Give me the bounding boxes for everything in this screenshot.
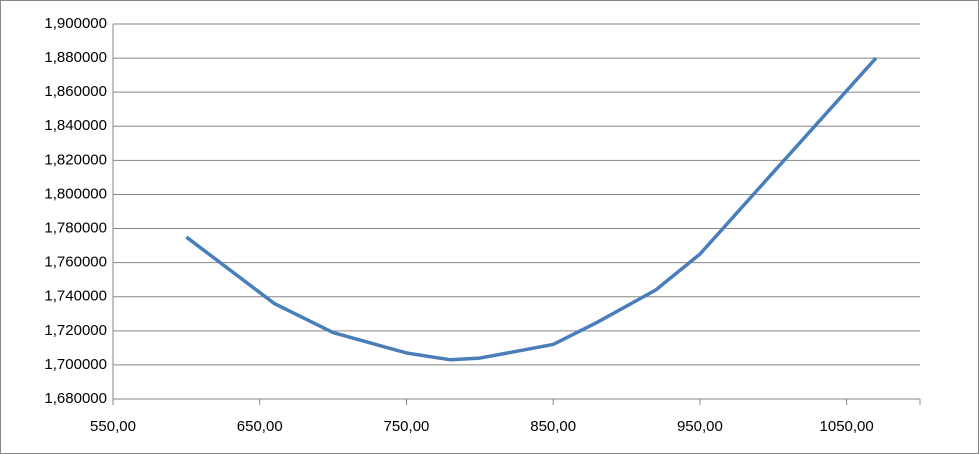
x-tick-label: 550,00 — [90, 418, 136, 435]
y-tick-label: 1,760000 — [44, 254, 107, 271]
y-tick-label: 1,720000 — [44, 322, 107, 339]
y-tick-label: 1,820000 — [44, 151, 107, 168]
y-tick-label: 1,800000 — [44, 185, 107, 202]
y-tick-label: 1,700000 — [44, 356, 107, 373]
y-tick-label: 1,860000 — [44, 83, 107, 100]
x-tick-label: 950,00 — [677, 418, 723, 435]
y-tick-label: 1,900000 — [44, 15, 107, 32]
y-tick-label: 1,680000 — [44, 390, 107, 407]
x-tick-label: 650,00 — [237, 418, 283, 435]
y-tick-label: 1,740000 — [44, 288, 107, 305]
x-tick-label: 1050,00 — [820, 418, 874, 435]
x-tick-label: 850,00 — [530, 418, 576, 435]
y-tick-label: 1,880000 — [44, 49, 107, 66]
y-tick-label: 1,780000 — [44, 220, 107, 237]
x-tick-label: 750,00 — [384, 418, 430, 435]
data-line — [185, 56, 878, 362]
y-tick-label: 1,840000 — [44, 117, 107, 134]
